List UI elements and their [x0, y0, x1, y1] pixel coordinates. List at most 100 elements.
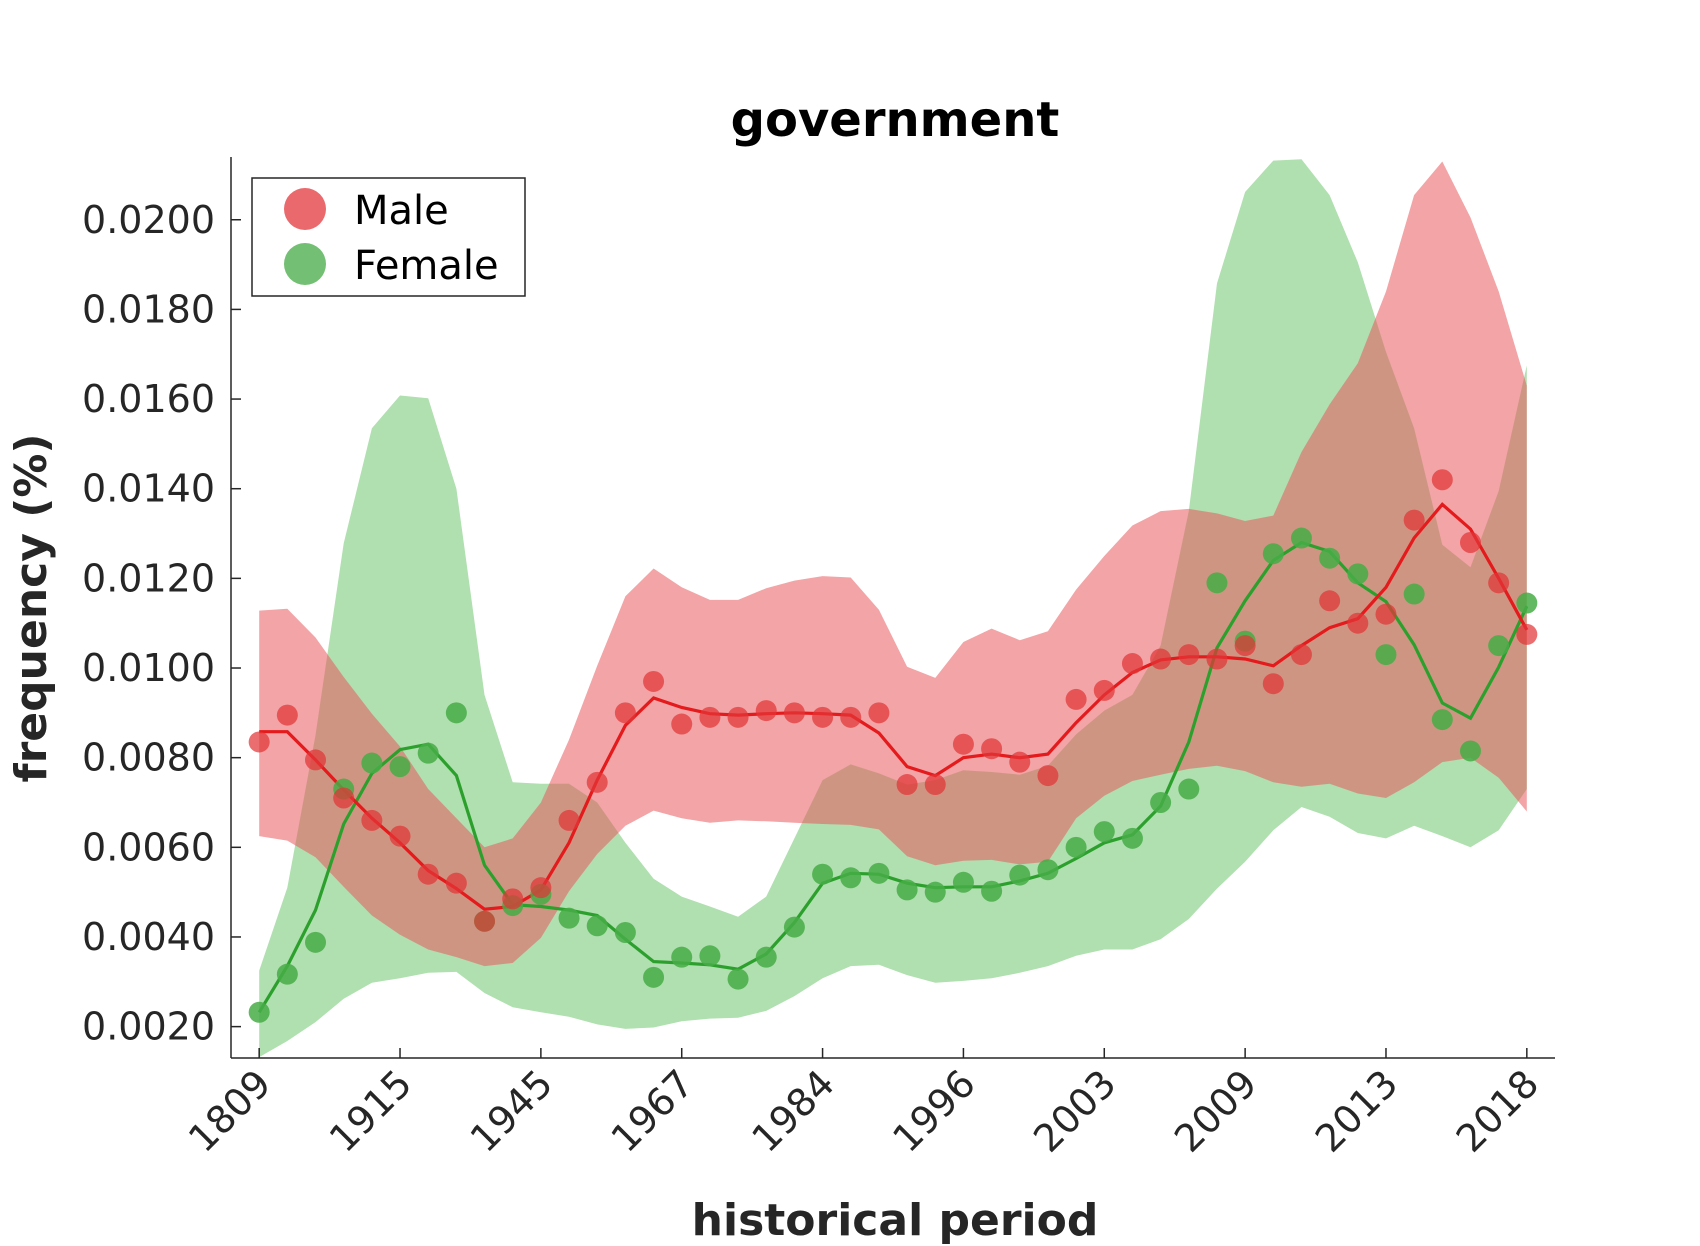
point-male — [699, 706, 721, 728]
point-male — [1009, 751, 1031, 773]
point-female — [1121, 827, 1143, 849]
x-tick-label: 2003 — [1025, 1061, 1125, 1161]
point-female — [671, 946, 693, 968]
point-female — [1262, 543, 1284, 565]
point-male — [361, 809, 383, 831]
point-female — [1403, 583, 1425, 605]
point-male — [1121, 653, 1143, 675]
point-male — [389, 825, 411, 847]
point-female — [952, 871, 974, 893]
point-male — [1290, 644, 1312, 666]
point-male — [474, 910, 496, 932]
point-female — [1290, 527, 1312, 549]
point-female — [924, 881, 946, 903]
line-female — [257, 540, 1529, 1014]
point-male — [276, 704, 298, 726]
point-male — [840, 706, 862, 728]
point-female — [1516, 592, 1538, 614]
point-female — [558, 907, 580, 929]
point-male — [1178, 644, 1200, 666]
point-female — [1347, 563, 1369, 585]
x-tick-label: 1915 — [321, 1061, 421, 1161]
point-male — [417, 863, 439, 885]
chart-title: government — [731, 92, 1060, 148]
point-male — [783, 702, 805, 724]
x-axis-title: historical period — [692, 1195, 1099, 1246]
point-female — [643, 966, 665, 988]
x-tick-label: 1984 — [743, 1061, 843, 1161]
confidence-bands — [259, 159, 1527, 1058]
point-male — [305, 749, 327, 771]
point-female — [1037, 859, 1059, 881]
x-tick-label: 1996 — [884, 1061, 984, 1161]
point-male — [502, 888, 524, 910]
legend-marker-female — [284, 243, 326, 285]
y-tick-label: 0.0100 — [82, 646, 215, 690]
x-tick-label: 2013 — [1307, 1061, 1407, 1161]
point-male — [558, 809, 580, 831]
point-male — [586, 771, 608, 793]
point-female — [361, 752, 383, 774]
y-tick-label: 0.0180 — [82, 287, 215, 331]
point-female — [755, 946, 777, 968]
y-axis-title: frequency (%) — [6, 433, 57, 782]
trend-lines — [257, 502, 1529, 1014]
legend-marker-male — [284, 188, 326, 230]
y-tick-label: 0.0160 — [82, 377, 215, 421]
y-tick-label: 0.0060 — [82, 825, 215, 869]
point-male — [530, 877, 552, 899]
x-tick-label: 1809 — [180, 1061, 280, 1161]
point-female — [868, 862, 890, 884]
point-female — [727, 968, 749, 990]
y-tick-label: 0.0080 — [82, 736, 215, 780]
point-male — [1403, 509, 1425, 531]
point-male — [896, 774, 918, 796]
point-female — [812, 863, 834, 885]
data-points — [248, 469, 1538, 1023]
x-tick-label: 1945 — [462, 1061, 562, 1161]
y-tick-label: 0.0040 — [82, 915, 215, 959]
point-female — [840, 867, 862, 889]
point-male — [755, 700, 777, 722]
legend-label-male: Male — [354, 188, 449, 234]
point-male — [1375, 603, 1397, 625]
point-female — [783, 916, 805, 938]
point-female — [1093, 821, 1115, 843]
point-female — [1488, 635, 1510, 657]
y-tick-label: 0.0120 — [82, 556, 215, 600]
point-female — [1009, 864, 1031, 886]
point-male — [1093, 679, 1115, 701]
point-male — [643, 670, 665, 692]
point-female — [896, 879, 918, 901]
point-male — [812, 706, 834, 728]
point-male — [445, 872, 467, 894]
point-female — [699, 945, 721, 967]
point-female — [276, 963, 298, 985]
point-female — [1319, 547, 1341, 569]
y-tick-label: 0.0200 — [82, 198, 215, 242]
line-male — [259, 502, 1529, 911]
point-male — [952, 733, 974, 755]
point-male — [924, 774, 946, 796]
point-male — [727, 706, 749, 728]
point-female — [1431, 709, 1453, 731]
point-male — [1347, 612, 1369, 634]
point-female — [614, 921, 636, 943]
point-male — [614, 702, 636, 724]
point-male — [981, 738, 1003, 760]
point-male — [671, 713, 693, 735]
point-female — [305, 931, 327, 953]
x-tick-label: 1967 — [603, 1061, 703, 1161]
point-female — [1065, 836, 1087, 858]
point-female — [981, 880, 1003, 902]
x-tick-label: 2009 — [1166, 1061, 1266, 1161]
point-female — [417, 742, 439, 764]
point-female — [1150, 791, 1172, 813]
axes — [230, 157, 1555, 1059]
point-female — [586, 915, 608, 937]
point-male — [1206, 648, 1228, 670]
band-male — [259, 161, 1527, 967]
point-male — [1431, 469, 1453, 491]
point-female — [389, 756, 411, 778]
point-female — [1178, 778, 1200, 800]
